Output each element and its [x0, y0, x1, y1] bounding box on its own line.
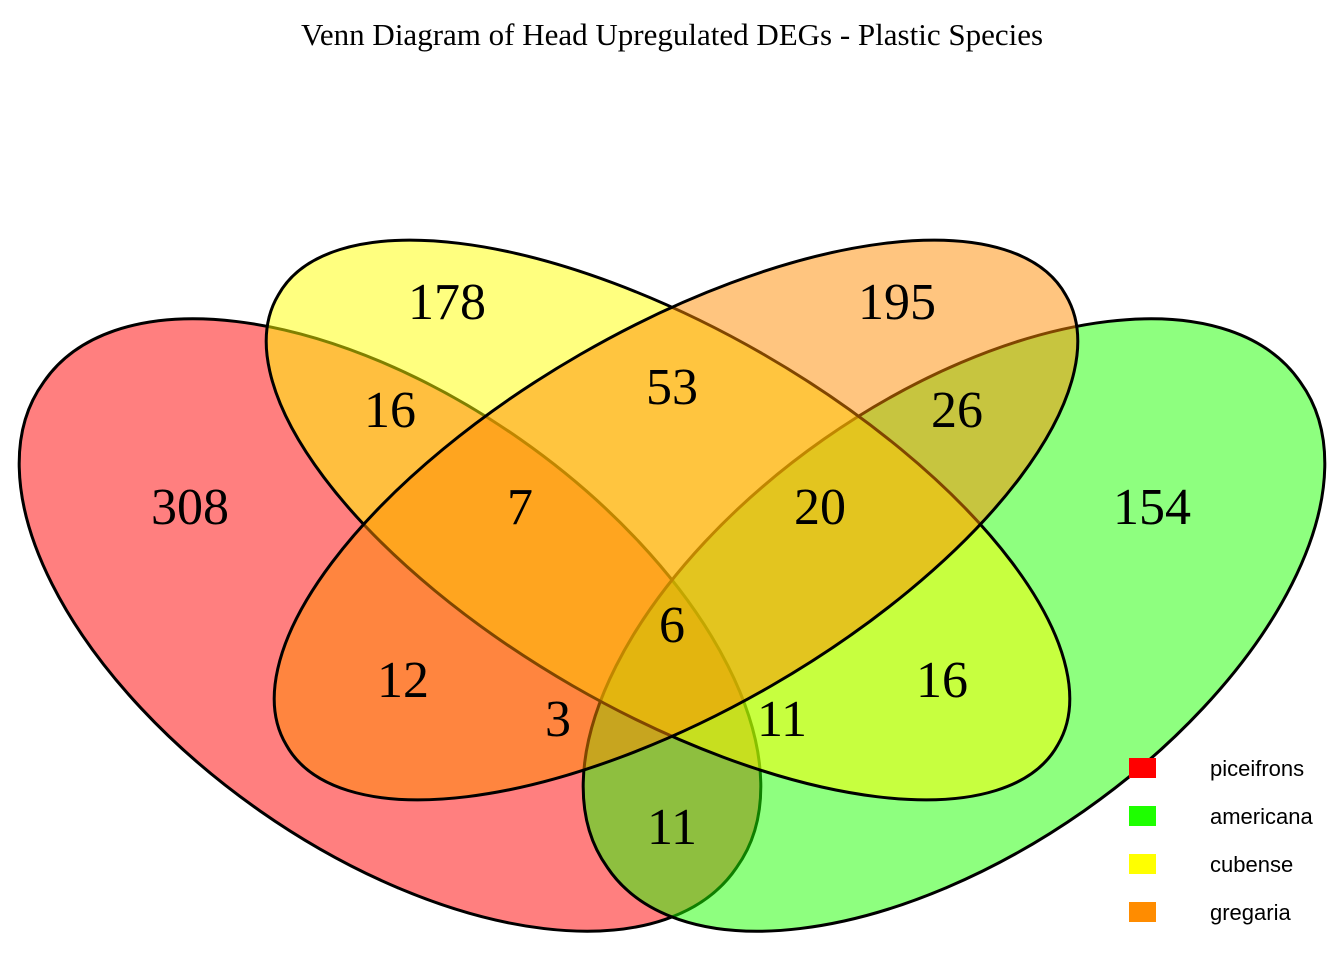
- diagram-title: Venn Diagram of Head Upregulated DEGs - …: [301, 17, 1043, 52]
- region-count: 308: [151, 479, 229, 536]
- region-count: 6: [659, 597, 685, 654]
- region-count: 16: [364, 382, 416, 439]
- region-count: 154: [1113, 479, 1191, 536]
- legend-label: americana: [1210, 804, 1313, 829]
- region-count: 26: [931, 382, 983, 439]
- legend-label: cubense: [1210, 852, 1293, 877]
- region-count: 3: [545, 691, 571, 748]
- legend-swatch: [1129, 854, 1156, 874]
- legend: piceifrons americana cubense gregaria: [1129, 756, 1313, 925]
- legend-label: gregaria: [1210, 900, 1291, 925]
- region-count: 20: [794, 479, 846, 536]
- region-count: 12: [377, 652, 429, 709]
- legend-swatch: [1129, 902, 1156, 922]
- region-count: 7: [507, 479, 533, 536]
- legend-swatch: [1129, 806, 1156, 826]
- region-count: 11: [757, 691, 807, 748]
- legend-swatch: [1129, 758, 1156, 778]
- region-count: 16: [916, 652, 968, 709]
- region-count: 178: [408, 274, 486, 331]
- region-count: 195: [858, 274, 936, 331]
- set-ellipse-gregaria: [272, 238, 1080, 802]
- region-count: 53: [646, 359, 698, 416]
- region-count: 11: [647, 799, 697, 856]
- legend-label: piceifrons: [1210, 756, 1304, 781]
